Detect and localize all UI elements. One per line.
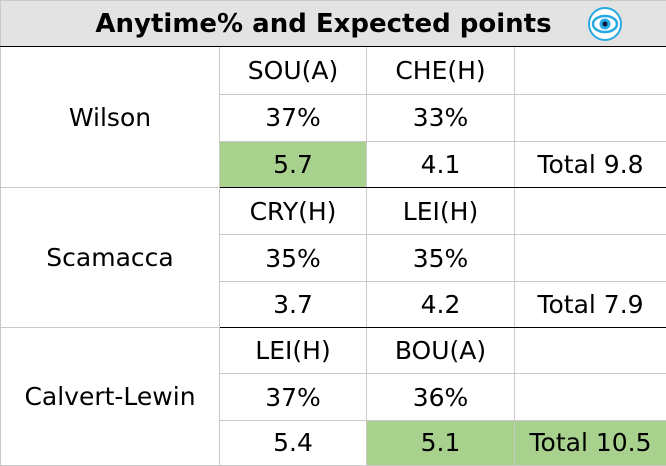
title-cell: Anytime% and Expected points [0,0,666,48]
expected-points-cell: 5.7 [219,140,367,189]
fixture-cell: LEI(H) [366,187,515,236]
anytime-cell: 37% [219,373,367,421]
player-name: Calvert-Lewin [0,327,220,466]
fixture-cell: BOU(A) [366,327,515,375]
expected-points-cell: 4.2 [366,280,515,329]
table-row: 3.7 4.2 Total 7.9 [1,280,666,329]
page-title: Anytime% and Expected points [95,8,552,39]
anytime-cell: 37% [219,93,367,142]
empty-cell [514,373,666,421]
table-row: 5.4 5.1 Total 10.5 [1,419,666,466]
table-row: 5.7 4.1 Total 9.8 [1,140,666,189]
table-row: Calvert-Lewin LEI(H) BOU(A) [0,327,666,466]
table-row: 35% 35% [1,234,666,282]
player-name: Wilson [0,46,220,189]
empty-cell [514,93,666,142]
expected-points-cell: 4.1 [366,140,515,189]
fixture-cell: LEI(H) [219,327,367,375]
player-name: Scamacca [0,187,220,329]
eye-icon [588,6,622,41]
expected-points-cell: 3.7 [219,280,367,329]
table-row: Wilson SOU(A) CHE(H) [0,46,666,189]
fixture-cell: SOU(A) [219,46,367,95]
table-row: Scamacca CRY(H) LEI(H) [0,187,666,329]
table-row: 37% 36% [1,373,666,421]
fixture-cell: CRY(H) [219,187,367,236]
anytime-cell: 33% [366,93,515,142]
anytime-cell: 35% [219,234,367,282]
total-cell: Total 7.9 [514,280,666,329]
title-row: Anytime% and Expected points [0,0,666,48]
fixture-cell: CHE(H) [366,46,515,95]
anytime-cell: 35% [366,234,515,282]
empty-cell [514,187,666,236]
empty-cell [514,327,666,375]
anytime-cell: 36% [366,373,515,421]
empty-cell [514,46,666,95]
total-cell: Total 10.5 [514,419,666,466]
expected-points-cell: 5.1 [366,419,515,466]
expected-points-cell: 5.4 [219,419,367,466]
total-cell: Total 9.8 [514,140,666,189]
empty-cell [514,234,666,282]
